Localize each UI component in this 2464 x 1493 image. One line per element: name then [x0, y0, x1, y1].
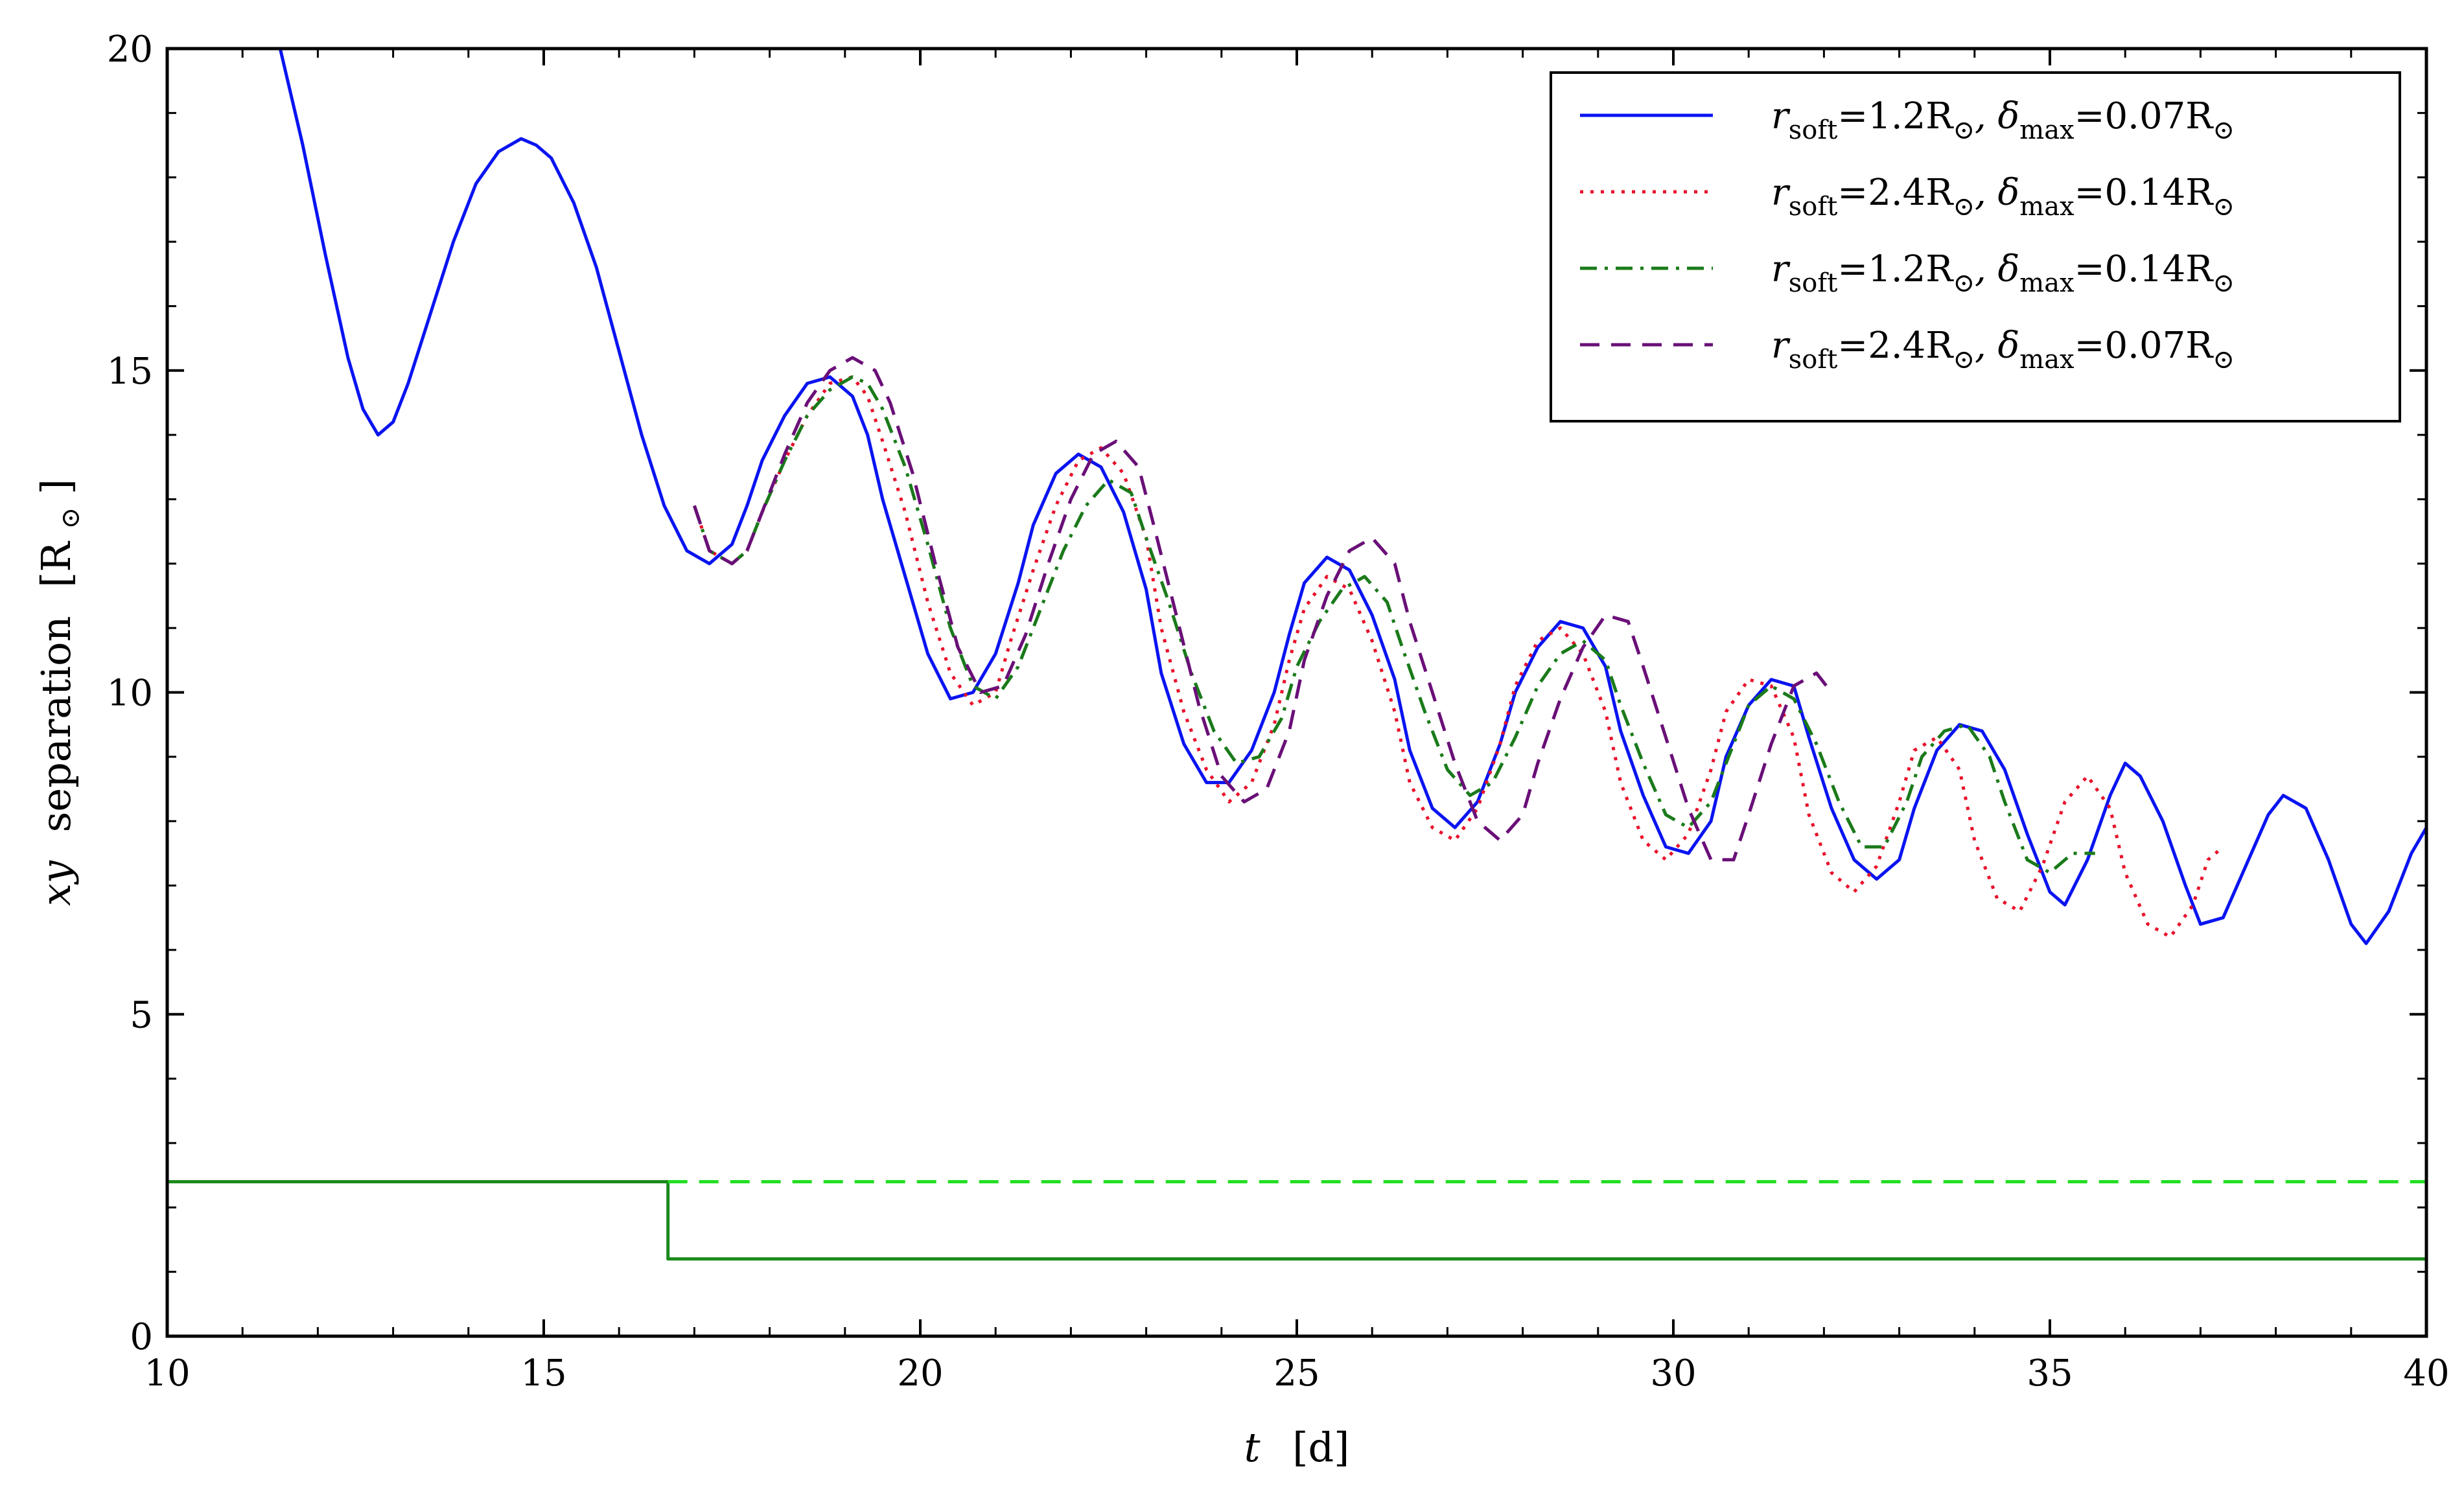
y-axis-symbol: xy	[32, 860, 80, 906]
legend-text-part: ⊙	[1953, 115, 1975, 145]
legend-text-part: soft	[1789, 192, 1838, 222]
legend-text-part: ⊙	[2213, 268, 2235, 298]
legend-text-part: =0.07R	[2075, 95, 2214, 137]
legend-text-part: ⊙	[2213, 115, 2235, 145]
legend-text-part: ⊙	[2213, 345, 2235, 375]
legend-text-part: =0.07R	[2075, 325, 2214, 367]
series-line-4	[693, 356, 1833, 862]
legend-text-part: =2.4R	[1837, 325, 1954, 367]
legend-text-part: , δ	[1975, 95, 2019, 137]
series-layer	[167, 49, 2426, 1261]
legend-text-part: =0.14R	[2075, 248, 2214, 290]
y-axis-unit-sub: ⊙	[56, 507, 86, 529]
legend-text-part: max	[2019, 192, 2075, 222]
x-axis-unit: [d]	[1292, 1424, 1349, 1471]
legend-text-part: ⊙	[1953, 192, 1975, 222]
series-line-1	[278, 49, 2426, 945]
legend-text-part: , δ	[1975, 248, 2019, 290]
x-axis-symbol: t	[1244, 1424, 1261, 1471]
y-tick-label: 20	[107, 29, 153, 71]
legend-box	[1550, 71, 2401, 422]
legend-entry: rsoft=2.4R⊙, δmax=0.14R⊙	[1771, 172, 2235, 222]
legend-text-part: soft	[1789, 345, 1838, 375]
y-axis-word: separation	[32, 616, 80, 833]
y-tick-label: 15	[107, 351, 153, 393]
legend-text-part: r	[1771, 95, 1791, 137]
x-tick-label: 20	[897, 1352, 943, 1395]
legend-text-part: =2.4R	[1837, 172, 1954, 214]
y-tick-label: 0	[130, 1316, 153, 1358]
x-axis-label: t [d]	[1244, 1424, 1350, 1471]
x-tick-label: 25	[1273, 1352, 1319, 1395]
legend-entry: rsoft=1.2R⊙, δmax=0.14R⊙	[1771, 248, 2235, 298]
legend-entry: rsoft=2.4R⊙, δmax=0.07R⊙	[1771, 325, 2235, 375]
legend: rsoft=1.2R⊙, δmax=0.07R⊙rsoft=2.4R⊙, δma…	[1550, 71, 2401, 422]
y-axis-unit: [R	[32, 540, 80, 588]
legend-text-part: =1.2R	[1837, 248, 1954, 290]
legend-text-part: ⊙	[1953, 345, 1975, 375]
legend-text-part: max	[2019, 115, 2075, 145]
legend-text-part: , δ	[1975, 325, 2019, 367]
x-tick-label: 35	[2027, 1352, 2073, 1395]
series-line-5	[167, 1180, 2426, 1261]
tick-layer: 10 15 20 25 30 35 40 0 5 10 15 20	[107, 29, 2450, 1395]
y-axis-unit-close: ]	[32, 479, 80, 494]
y-tick-label: 10	[107, 673, 153, 715]
legend-text-part: max	[2019, 268, 2075, 298]
legend-text-part: =1.2R	[1837, 95, 1954, 137]
legend-text-part: max	[2019, 345, 2075, 375]
legend-text-part: soft	[1789, 115, 1838, 145]
series-line-3	[693, 375, 2095, 875]
legend-text-part: , δ	[1975, 172, 2019, 214]
legend-text-part: r	[1771, 248, 1791, 290]
x-tick-label: 15	[520, 1352, 566, 1395]
legend-text-part: ⊙	[2213, 192, 2235, 222]
legend-text-part: soft	[1789, 268, 1838, 298]
legend-text-part: ⊙	[1953, 268, 1975, 298]
x-tick-label: 40	[2403, 1352, 2449, 1395]
legend-text-part: =0.14R	[2075, 172, 2214, 214]
legend-entry: rsoft=1.2R⊙, δmax=0.07R⊙	[1771, 95, 2235, 145]
y-axis-label: xy separation [R ⊙ ]	[32, 479, 89, 906]
legend-text-part: r	[1771, 172, 1791, 214]
legend-text-part: r	[1771, 325, 1791, 367]
y-tick-label: 5	[130, 994, 153, 1036]
x-tick-label: 30	[1650, 1352, 1696, 1395]
x-tick-label: 10	[144, 1352, 190, 1395]
